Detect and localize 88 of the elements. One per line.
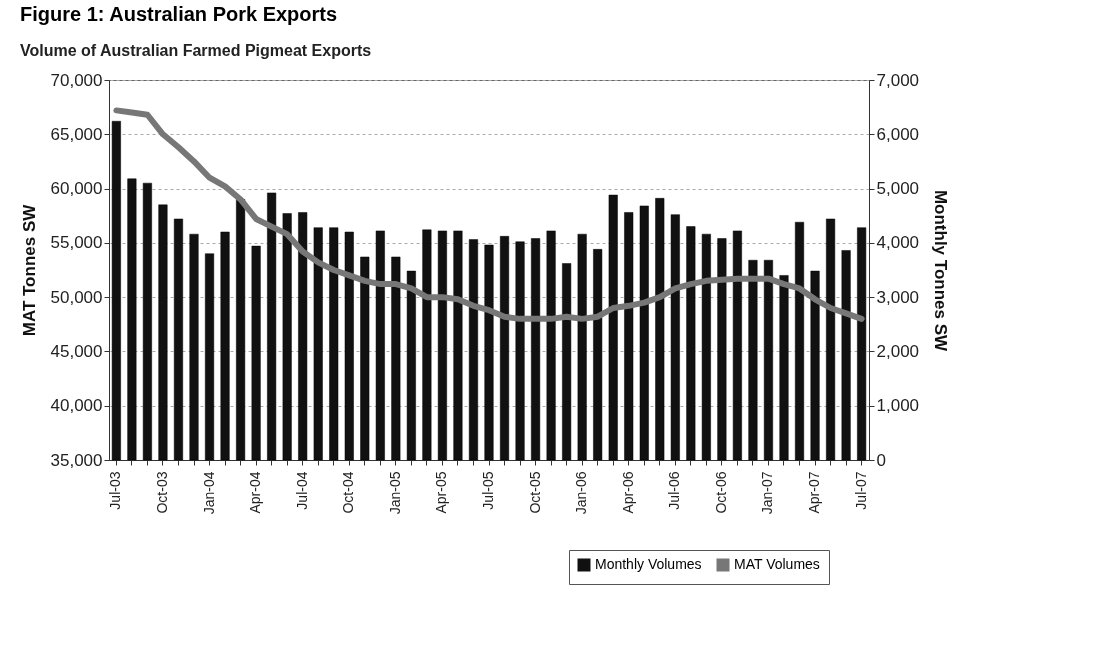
x-tick-label: Jan-04: [200, 471, 217, 515]
x-tick-label: Oct-03: [153, 471, 170, 514]
bar: [313, 227, 323, 461]
bar: [360, 256, 370, 461]
bar: [422, 229, 432, 461]
bar: [732, 230, 742, 461]
bar: [562, 263, 572, 461]
bar: [577, 233, 587, 461]
x-tick-label: Jan-06: [573, 471, 590, 515]
bar: [406, 270, 416, 461]
bar: [375, 230, 385, 461]
bar: [639, 205, 649, 461]
x-tick-label: Apr-05: [433, 471, 450, 514]
bar: [189, 233, 199, 461]
x-tick-label: Apr-04: [247, 471, 264, 514]
bar: [142, 182, 152, 461]
bar: [282, 213, 292, 461]
y-tick-label: 55,000: [50, 233, 103, 253]
bar: [717, 238, 727, 461]
bar: [236, 199, 246, 461]
bar: [841, 250, 851, 461]
chart-subtitle: Volume of Australian Farmed Pigmeat Exports: [20, 42, 372, 59]
bar: [701, 233, 711, 461]
bar: [298, 212, 308, 461]
legend-label: Monthly Volumes: [595, 556, 702, 572]
y2-tick-label: 4,000: [876, 233, 920, 253]
x-tick-label: Apr-06: [619, 471, 636, 514]
bar: [484, 244, 494, 461]
bar: [810, 270, 820, 461]
x-tick-label: Jan-07: [759, 471, 776, 515]
y-axis-title: MAT Tonnes SW: [19, 203, 39, 337]
x-tick-label: Oct-06: [712, 471, 729, 514]
bar: [111, 121, 121, 461]
y2-tick-label: 3,000: [876, 287, 920, 307]
bar: [251, 245, 261, 461]
x-tick-label: Jan-05: [386, 471, 403, 515]
y-tick-label: 35,000: [50, 450, 103, 470]
y-tick-label: 70,000: [50, 70, 103, 90]
x-tick-label: Oct-04: [340, 471, 357, 514]
bar: [779, 275, 789, 461]
bar: [608, 194, 618, 461]
bar: [655, 198, 665, 461]
x-tick-label: Jul-05: [480, 471, 496, 510]
bar: [127, 178, 137, 461]
x-tick-label: Oct-05: [526, 471, 543, 514]
y2-axis-title: Monthly Tonnes SW: [931, 189, 951, 353]
bar: [437, 230, 447, 461]
bar: [546, 230, 556, 461]
y2-tick-label: 2,000: [876, 341, 920, 361]
x-tick-label: Apr-07: [806, 471, 823, 514]
chart-title: Figure 1: Australian Pork Exports: [20, 3, 338, 25]
y-tick-label: 45,000: [50, 341, 103, 361]
bar: [857, 227, 867, 461]
y2-tick-label: 0: [876, 450, 886, 470]
y2-tick-label: 6,000: [876, 124, 920, 144]
bar: [173, 218, 183, 461]
bar: [531, 238, 541, 461]
legend-label: MAT Volumes: [734, 556, 820, 572]
x-tick-label: Jul-06: [666, 471, 683, 510]
y-tick-label: 65,000: [50, 124, 103, 144]
bar: [205, 253, 215, 461]
bar: [391, 256, 401, 461]
y2-tick-label: 7,000: [876, 70, 920, 90]
y2-tick-label: 5,000: [876, 179, 920, 199]
bar: [624, 212, 634, 461]
bar: [468, 239, 478, 461]
bar: [158, 204, 168, 461]
y-tick-label: 50,000: [50, 287, 103, 307]
bar: [593, 249, 603, 461]
bar: [267, 192, 277, 461]
bar: [763, 259, 773, 461]
bar: [344, 231, 354, 461]
bar: [453, 230, 463, 461]
bar: [329, 227, 339, 461]
bar: [220, 231, 230, 461]
y-tick-label: 40,000: [50, 396, 103, 416]
bar: [748, 259, 758, 461]
y2-tick-label: 1,000: [876, 396, 920, 416]
y-tick-label: 60,000: [50, 179, 103, 199]
bar: [670, 214, 680, 461]
bar: [515, 241, 525, 461]
x-tick-label: Jul-03: [107, 471, 124, 510]
x-tick-label: Jul-07: [852, 471, 869, 510]
bar: [795, 221, 805, 461]
bar: [826, 218, 836, 461]
bar: [686, 226, 696, 461]
bar: [500, 236, 510, 461]
x-tick-label: Jul-04: [293, 471, 310, 510]
